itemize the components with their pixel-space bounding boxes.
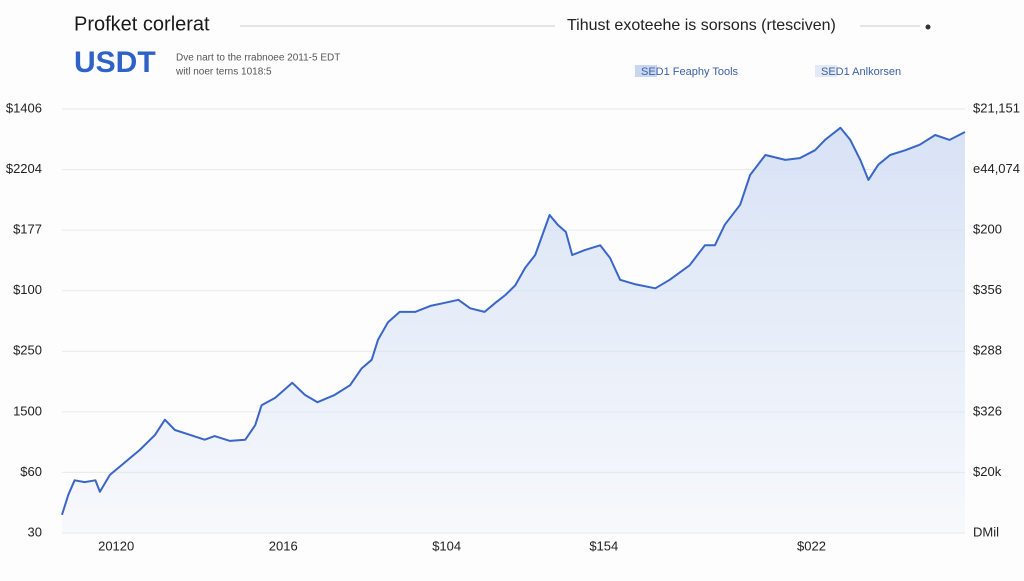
- dot: [925, 24, 931, 30]
- x-tick-label: 20120: [98, 538, 134, 553]
- legend-swatch: [635, 65, 657, 77]
- y-tick-label: $250: [13, 343, 42, 358]
- x-tick-label: $154: [589, 538, 618, 553]
- y2-tick-label: DMil: [973, 524, 999, 539]
- legend-label: SED1 Anlkorsen: [821, 66, 901, 78]
- y-tick-label: $177: [13, 222, 42, 237]
- y-tick-label: $60: [20, 464, 42, 479]
- y-tick-label: $1406: [6, 100, 42, 115]
- x-tick-label: 2016: [269, 538, 298, 553]
- y-tick-label: 1500: [13, 403, 42, 418]
- legend-label: SED1 Feaphy Tools: [641, 66, 739, 78]
- chart-title: Profket corlerat: [74, 13, 210, 35]
- subtitle: witl noer terns 1018:5: [175, 67, 272, 78]
- x-tick-label: $022: [797, 538, 826, 553]
- y2-tick-label: $21,151: [973, 100, 1020, 115]
- caption: Tihust exoteehe is sorsons (rtesciven): [567, 17, 836, 34]
- area-fill: [62, 127, 965, 534]
- y2-tick-label: $326: [973, 403, 1002, 418]
- subtitle: Dve nart to the rrabnoee 2011-5 EDT: [176, 53, 340, 64]
- y2-tick-label: e44,074: [973, 161, 1020, 176]
- legend-swatch: [815, 65, 837, 77]
- y2-tick-label: $200: [973, 222, 1002, 237]
- y-tick-label: $100: [13, 282, 42, 297]
- y2-tick-label: $288: [973, 343, 1002, 358]
- y-tick-label: 30: [28, 524, 42, 539]
- y2-tick-label: $20k: [973, 464, 1002, 479]
- heading: USDT: [74, 46, 156, 79]
- x-tick-label: $104: [432, 538, 461, 553]
- y2-tick-label: $356: [973, 282, 1002, 297]
- y-tick-label: $2204: [6, 161, 42, 176]
- line: [61, 126, 966, 516]
